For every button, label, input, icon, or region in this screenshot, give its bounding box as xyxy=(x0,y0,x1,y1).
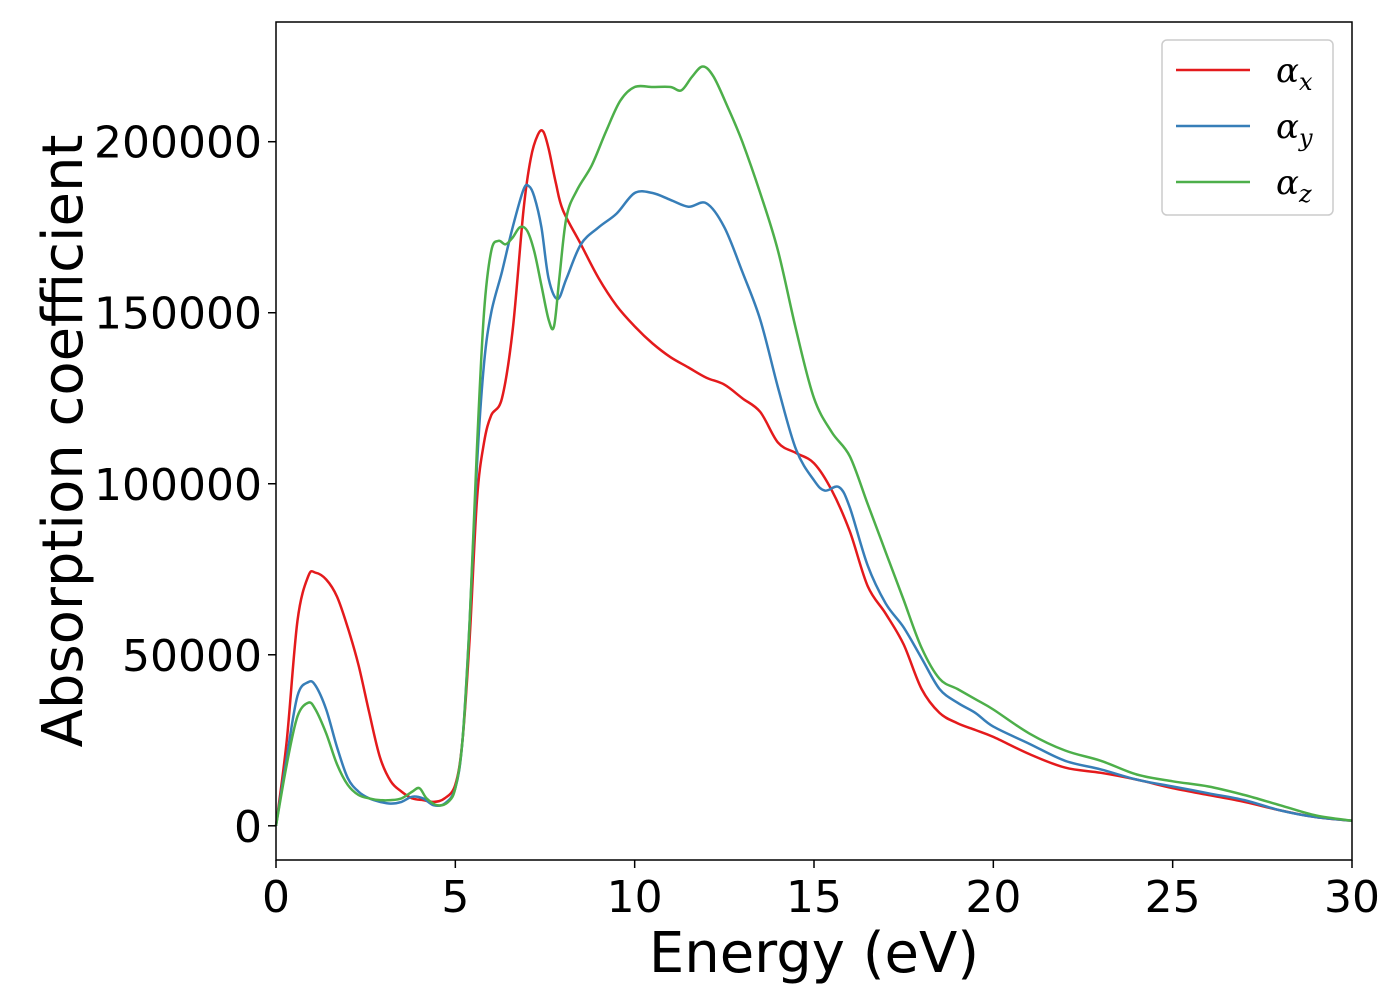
x-tick-label: 10 xyxy=(607,872,663,923)
x-tick-label: 5 xyxy=(441,872,469,923)
x-axis-ticks: 0 5 10 15 20 25 30 xyxy=(262,860,1380,923)
legend-label-x: αx xyxy=(1276,51,1313,96)
legend-label-z: αz xyxy=(1276,163,1312,208)
y-tick-label: 200000 xyxy=(94,118,262,169)
y-tick-label: 150000 xyxy=(94,289,262,340)
series-line-z xyxy=(274,65,1353,827)
x-tick-label: 20 xyxy=(965,872,1021,923)
y-axis-title: Absorption coefficient xyxy=(31,135,96,748)
x-tick-label: 0 xyxy=(262,872,290,923)
series-line-x xyxy=(274,129,1353,826)
y-axis-ticks: 0 50000 100000 150000 200000 xyxy=(94,118,276,853)
x-tick-label: 15 xyxy=(786,872,842,923)
legend-label-y: αy xyxy=(1276,107,1313,152)
legend: αx αy αz xyxy=(1161,39,1334,216)
y-tick-label: 100000 xyxy=(94,460,262,511)
y-tick-label: 50000 xyxy=(122,631,262,682)
y-tick-label: 0 xyxy=(234,802,262,853)
series-line-y xyxy=(274,183,1353,826)
x-tick-label: 30 xyxy=(1324,872,1380,923)
x-axis-title: Energy (eV) xyxy=(649,921,979,986)
x-tick-label: 25 xyxy=(1145,872,1201,923)
series-layer xyxy=(274,65,1353,827)
legend-box xyxy=(1161,39,1334,216)
